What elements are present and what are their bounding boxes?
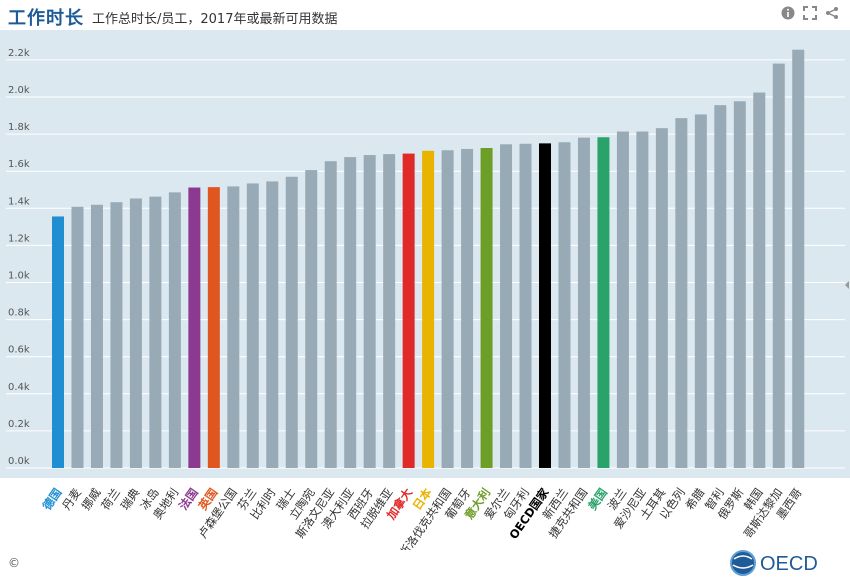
x-tick-label: 德国 bbox=[39, 486, 64, 514]
chart-header: 工作时长 工作总时长/员工，2017年或最新可用数据 bbox=[0, 0, 850, 30]
bar-38[interactable] bbox=[792, 49, 805, 468]
chart-title: 工作时长 bbox=[8, 8, 84, 29]
bar-0[interactable] bbox=[52, 216, 64, 468]
bar-17[interactable] bbox=[383, 154, 396, 468]
x-tick-label: 挪威 bbox=[79, 485, 104, 512]
bar-1[interactable] bbox=[71, 206, 84, 469]
bar-28[interactable] bbox=[597, 137, 610, 468]
bar-9[interactable] bbox=[227, 186, 240, 468]
y-tick-label: 2.0k bbox=[8, 85, 30, 96]
x-tick-label: 荷兰 bbox=[98, 486, 123, 513]
bar-18[interactable] bbox=[402, 153, 415, 468]
scroll-arrow-icon[interactable] bbox=[845, 281, 849, 289]
bar-3[interactable] bbox=[110, 202, 123, 468]
bar-6[interactable] bbox=[168, 192, 181, 469]
bar-13[interactable] bbox=[305, 170, 318, 468]
bar-7[interactable] bbox=[188, 187, 201, 469]
bar-19[interactable] bbox=[422, 150, 435, 469]
x-tick-label: 希腊 bbox=[683, 485, 708, 512]
x-axis-labels: 德国丹麦挪威荷兰瑞典冰岛奥地利法国英国卢森堡公国芬兰比利时瑞士立陶宛斯洛文尼亚澳… bbox=[39, 485, 804, 550]
bar-25[interactable] bbox=[539, 143, 551, 468]
info-icon[interactable] bbox=[780, 6, 796, 22]
y-tick-label: 1.4k bbox=[8, 196, 30, 207]
logo-text: OECD bbox=[760, 553, 818, 575]
bar-5[interactable] bbox=[149, 196, 162, 468]
bar-37[interactable] bbox=[772, 63, 785, 469]
y-tick-label: 1.0k bbox=[8, 271, 30, 282]
y-tick-label: 0.4k bbox=[8, 382, 30, 393]
y-tick-label: 1.2k bbox=[8, 233, 30, 244]
bar-12[interactable] bbox=[285, 176, 298, 468]
bar-16[interactable] bbox=[363, 155, 376, 468]
y-tick-label: 1.8k bbox=[8, 122, 30, 133]
x-tick-label: 丹麦 bbox=[59, 485, 84, 512]
copyright-icon: © bbox=[8, 556, 20, 570]
bar-23[interactable] bbox=[500, 144, 513, 468]
bar-chart: 0.0k 0.2k 0.4k 0.6k 0.8k 1.0k 1.2k 1.4k 1.6k 1.8k… bbox=[0, 30, 850, 550]
bar-31[interactable] bbox=[655, 128, 668, 468]
bar-32[interactable] bbox=[675, 118, 688, 468]
bar-8[interactable] bbox=[207, 187, 220, 468]
x-tick-label: 法国 bbox=[176, 486, 201, 513]
y-tick-label: 1.6k bbox=[8, 159, 30, 170]
bar-36[interactable] bbox=[753, 92, 766, 468]
y-tick-label: 0.0k bbox=[8, 456, 30, 467]
bar-33[interactable] bbox=[694, 114, 707, 468]
bar-34[interactable] bbox=[714, 105, 727, 469]
bar-10[interactable] bbox=[246, 183, 259, 468]
chart-subtitle: 工作总时长/员工，2017年或最新可用数据 bbox=[92, 12, 338, 27]
bar-4[interactable] bbox=[129, 198, 142, 468]
bar-2[interactable] bbox=[90, 204, 103, 468]
y-tick-label: 0.8k bbox=[8, 308, 30, 319]
bar-22[interactable] bbox=[480, 148, 493, 468]
bars bbox=[52, 49, 805, 469]
bar-15[interactable] bbox=[344, 157, 357, 468]
bar-20[interactable] bbox=[441, 150, 454, 468]
x-tick-label: 瑞典 bbox=[118, 485, 143, 512]
bar-11[interactable] bbox=[266, 181, 279, 468]
y-tick-label: 0.6k bbox=[8, 345, 30, 356]
bar-14[interactable] bbox=[324, 161, 337, 469]
oecd-logo: OECD bbox=[730, 549, 840, 577]
bar-24[interactable] bbox=[519, 143, 532, 468]
share-icon[interactable] bbox=[824, 6, 840, 22]
y-axis-ticks: 0.0k 0.2k 0.4k 0.6k 0.8k 1.0k 1.2k 1.4k 1.6k 1.8k… bbox=[8, 48, 30, 467]
bar-30[interactable] bbox=[636, 131, 649, 468]
bar-35[interactable] bbox=[733, 101, 746, 468]
y-tick-label: 0.2k bbox=[8, 419, 30, 430]
bar-26[interactable] bbox=[558, 142, 571, 468]
x-tick-label: 美国 bbox=[585, 486, 610, 513]
expand-icon[interactable] bbox=[802, 6, 818, 22]
y-tick-label: 2.2k bbox=[8, 48, 30, 59]
bar-21[interactable] bbox=[461, 148, 474, 468]
bar-27[interactable] bbox=[577, 137, 590, 468]
bar-29[interactable] bbox=[616, 131, 629, 468]
